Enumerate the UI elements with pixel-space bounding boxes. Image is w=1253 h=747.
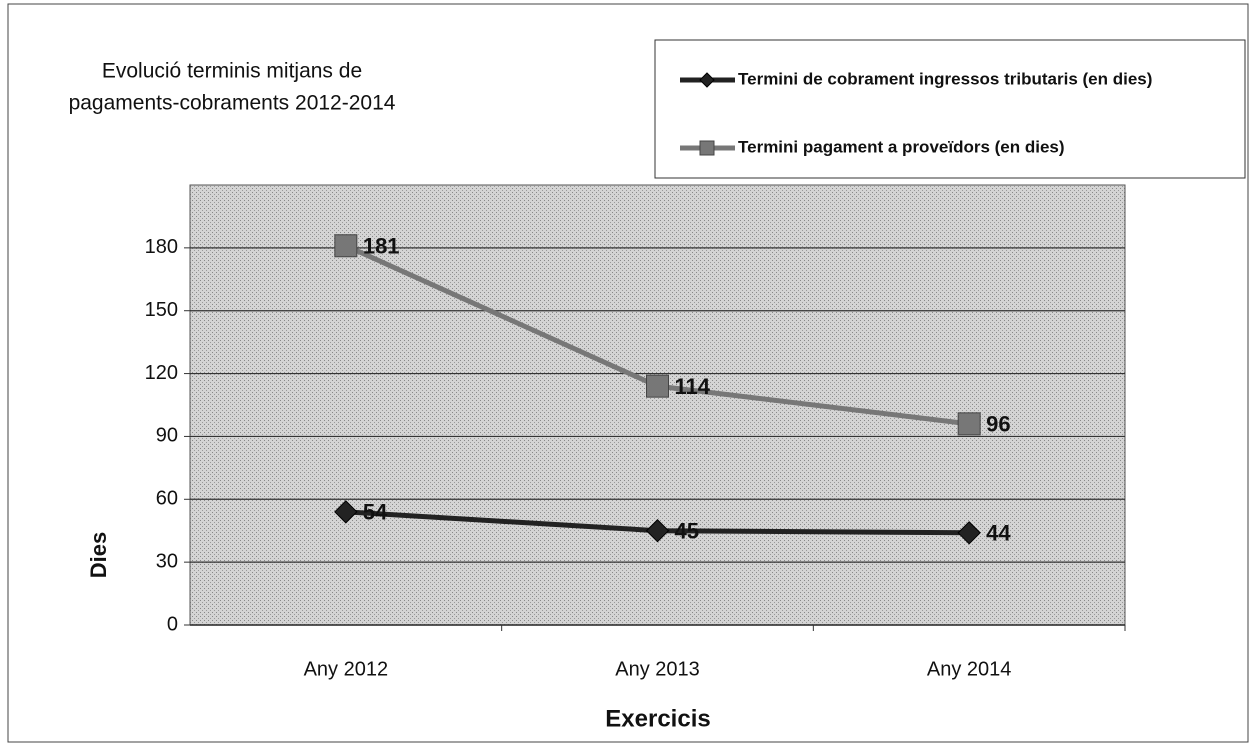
data-point (334, 500, 358, 524)
y-tick-label: 0 (167, 613, 178, 635)
data-point (957, 412, 981, 436)
data-point (334, 234, 358, 258)
data-point (645, 519, 670, 543)
x-axis-label: Exercicis (605, 705, 710, 732)
legend-label: Termini pagament a proveïdors (en dies) (738, 137, 1065, 156)
data-point (957, 521, 981, 545)
y-axis-label: Dies (86, 532, 111, 578)
data-label: 114 (675, 374, 711, 399)
y-tick-label: 90 (156, 425, 178, 447)
x-tick-label: Any 2013 (615, 658, 700, 680)
legend-label: Termini de cobrament ingressos tributari… (738, 69, 1152, 88)
x-tick-label: Any 2012 (304, 658, 389, 680)
data-point (646, 374, 669, 398)
legend-box (654, 39, 1246, 179)
plot-area (189, 184, 1126, 626)
y-tick-label: 60 (156, 488, 178, 510)
y-tick-label: 120 (145, 362, 178, 384)
x-tick-label: Any 2014 (927, 658, 1012, 680)
data-label: 45 (675, 519, 699, 544)
y-tick-label: 150 (145, 299, 178, 321)
y-tick-label: 180 (145, 236, 178, 258)
legend-marker (699, 140, 715, 156)
chart-frame (7, 3, 1249, 743)
data-label: 44 (986, 521, 1011, 546)
legend-marker (699, 72, 715, 88)
chart-title: pagaments-cobraments 2012-2014 (69, 92, 396, 115)
chart-title: Evolució terminis mitjans de (102, 60, 362, 83)
data-label: 181 (363, 234, 400, 259)
y-tick-label: 30 (156, 550, 178, 572)
data-label: 96 (986, 412, 1010, 437)
data-label: 54 (363, 500, 388, 525)
